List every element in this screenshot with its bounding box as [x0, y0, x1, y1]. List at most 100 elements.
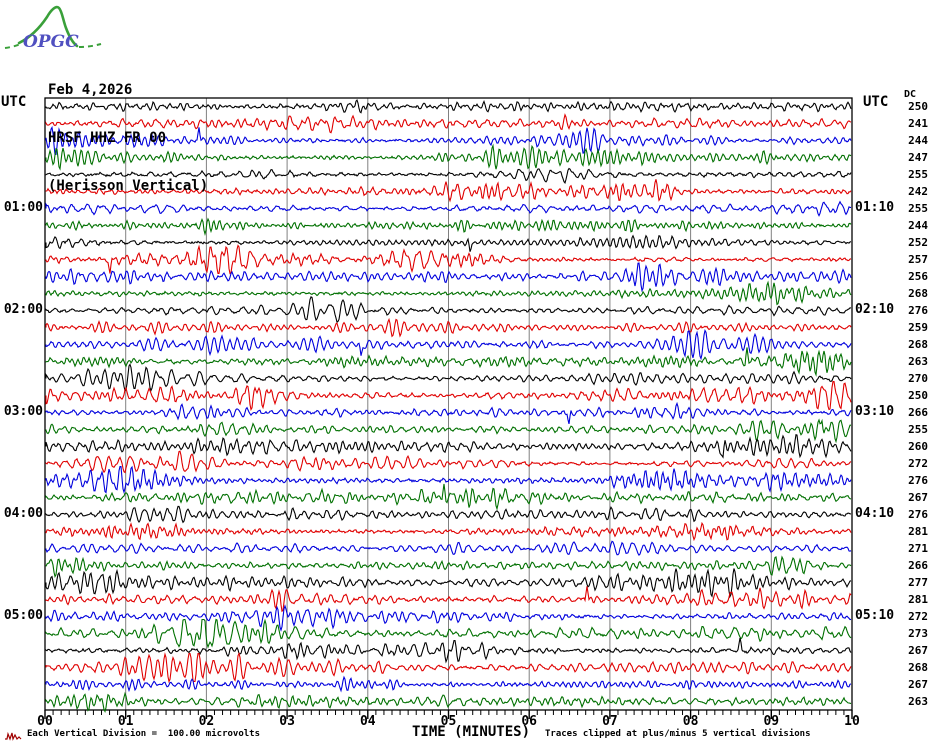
seismic-trace-row-2 [45, 113, 852, 134]
dc-value: 268 [908, 286, 928, 300]
seismic-trace-row-11 [45, 262, 852, 293]
seismic-trace-row-27 [45, 540, 852, 556]
dc-value: 276 [908, 473, 928, 487]
seismic-trace-row-21 [45, 433, 852, 459]
x-tick-label: 04 [359, 714, 376, 729]
seismic-trace-row-17 [45, 363, 852, 393]
seismic-trace-row-4 [45, 143, 852, 171]
seismic-trace-row-5 [45, 167, 852, 185]
dc-value: 244 [908, 133, 928, 147]
row-time-label-right: 04:10 [855, 505, 895, 521]
seismic-trace-row-30 [45, 586, 852, 613]
x-tick-label: 08 [682, 714, 699, 729]
header-station-code: HRSF HHZ FR 00 [48, 130, 167, 146]
seismic-trace-row-7 [45, 200, 851, 217]
seismic-trace-row-8 [45, 217, 852, 237]
seismic-trace-row-12 [45, 280, 852, 306]
scale-note: Each Vertical Division = 100.00 microvol… [27, 729, 260, 739]
logo-text: OPGC [23, 32, 79, 52]
seismic-trace-row-36 [45, 691, 852, 713]
dc-value: 268 [908, 660, 928, 674]
dc-value: 270 [908, 371, 928, 385]
seismic-trace-row-26 [45, 521, 852, 542]
row-time-label-left: 04:00 [3, 505, 43, 521]
utc-label-left: UTC [1, 94, 27, 110]
dc-value: 255 [908, 422, 928, 436]
header-block: Feb 4,2026 HRSF HHZ FR 00 (Herisson Vert… [48, 50, 208, 210]
dc-value: 266 [908, 405, 928, 419]
dc-value: 257 [908, 252, 928, 266]
dc-value: 247 [908, 150, 928, 164]
seismic-trace-row-32 [45, 618, 852, 649]
seismic-trace-row-19 [45, 401, 852, 425]
seismic-trace-row-14 [45, 317, 852, 338]
x-tick-label: 03 [279, 714, 295, 729]
row-time-label-left: 03:00 [3, 403, 43, 419]
seismic-trace-row-9 [45, 234, 852, 252]
seismic-trace-row-24 [45, 483, 852, 511]
x-tick-label: 06 [521, 714, 538, 729]
row-time-label-right: 02:10 [855, 301, 895, 317]
dc-value: 276 [908, 507, 928, 521]
row-time-label-right: 03:10 [855, 403, 895, 419]
dc-value: 267 [908, 643, 928, 657]
seismic-trace-row-22 [45, 450, 852, 474]
dc-value: 255 [908, 167, 928, 181]
seismic-trace-row-6 [45, 179, 852, 203]
logo-mountain-icon [17, 5, 79, 48]
seismic-trace-row-16 [45, 347, 852, 377]
dc-value: 263 [908, 694, 928, 708]
x-tick-label: 10 [844, 714, 860, 729]
header-date: Feb 4,2026 [48, 82, 133, 98]
dc-value: 263 [908, 354, 928, 368]
dc-value: 268 [908, 337, 928, 351]
seismic-trace-row-31 [45, 604, 852, 632]
dc-value: 252 [908, 235, 928, 249]
dc-value: 273 [908, 626, 928, 640]
dc-value: 250 [908, 99, 928, 113]
opgc-logo: OPGC [4, 2, 104, 54]
dc-value: 281 [908, 524, 928, 538]
dc-value: 276 [908, 303, 928, 317]
dc-value: 259 [908, 320, 928, 334]
dc-value: 272 [908, 456, 928, 470]
clip-note: Traces clipped at plus/minus 5 vertical … [545, 729, 811, 739]
seismic-trace-row-23 [45, 465, 852, 495]
dc-value: 244 [908, 218, 928, 232]
row-time-label-left: 01:00 [3, 199, 43, 215]
seismic-trace-row-1 [45, 99, 852, 114]
scale-marker-icon [5, 731, 22, 741]
utc-label-right: UTC [863, 94, 889, 110]
seismic-trace-row-25 [45, 505, 852, 524]
logo-dash-left-icon [4, 43, 22, 49]
seismic-trace-row-15 [45, 328, 852, 361]
dc-column-header: DC [904, 89, 917, 100]
dc-value: 277 [908, 575, 928, 589]
seismic-trace-row-29 [45, 568, 852, 599]
logo-dash-right-icon [78, 43, 102, 48]
x-tick-label: 01 [117, 714, 134, 729]
dc-value: 281 [908, 592, 928, 606]
dc-value: 256 [908, 269, 928, 283]
dc-value: 267 [908, 490, 928, 504]
x-tick-label: 05 [440, 714, 457, 729]
row-time-label-right: 01:10 [855, 199, 895, 215]
seismic-trace-row-20 [45, 418, 851, 444]
dc-value: 271 [908, 541, 928, 555]
seismic-trace-row-28 [45, 555, 852, 578]
dc-value: 272 [908, 609, 928, 623]
seismic-trace-row-13 [45, 296, 852, 324]
row-time-label-left: 05:00 [3, 607, 43, 623]
x-tick-label: 07 [602, 714, 618, 729]
x-tick-label: 09 [763, 714, 780, 729]
dc-value: 242 [908, 184, 928, 198]
row-time-label-left: 02:00 [3, 301, 43, 317]
x-tick-label: 00 [37, 714, 53, 729]
seismic-trace-row-3 [45, 125, 852, 156]
dc-value: 260 [908, 439, 928, 453]
seismic-trace-row-34 [45, 651, 852, 684]
dc-value: 266 [908, 558, 928, 572]
seismic-trace-row-33 [45, 637, 852, 664]
dc-value: 267 [908, 677, 928, 691]
